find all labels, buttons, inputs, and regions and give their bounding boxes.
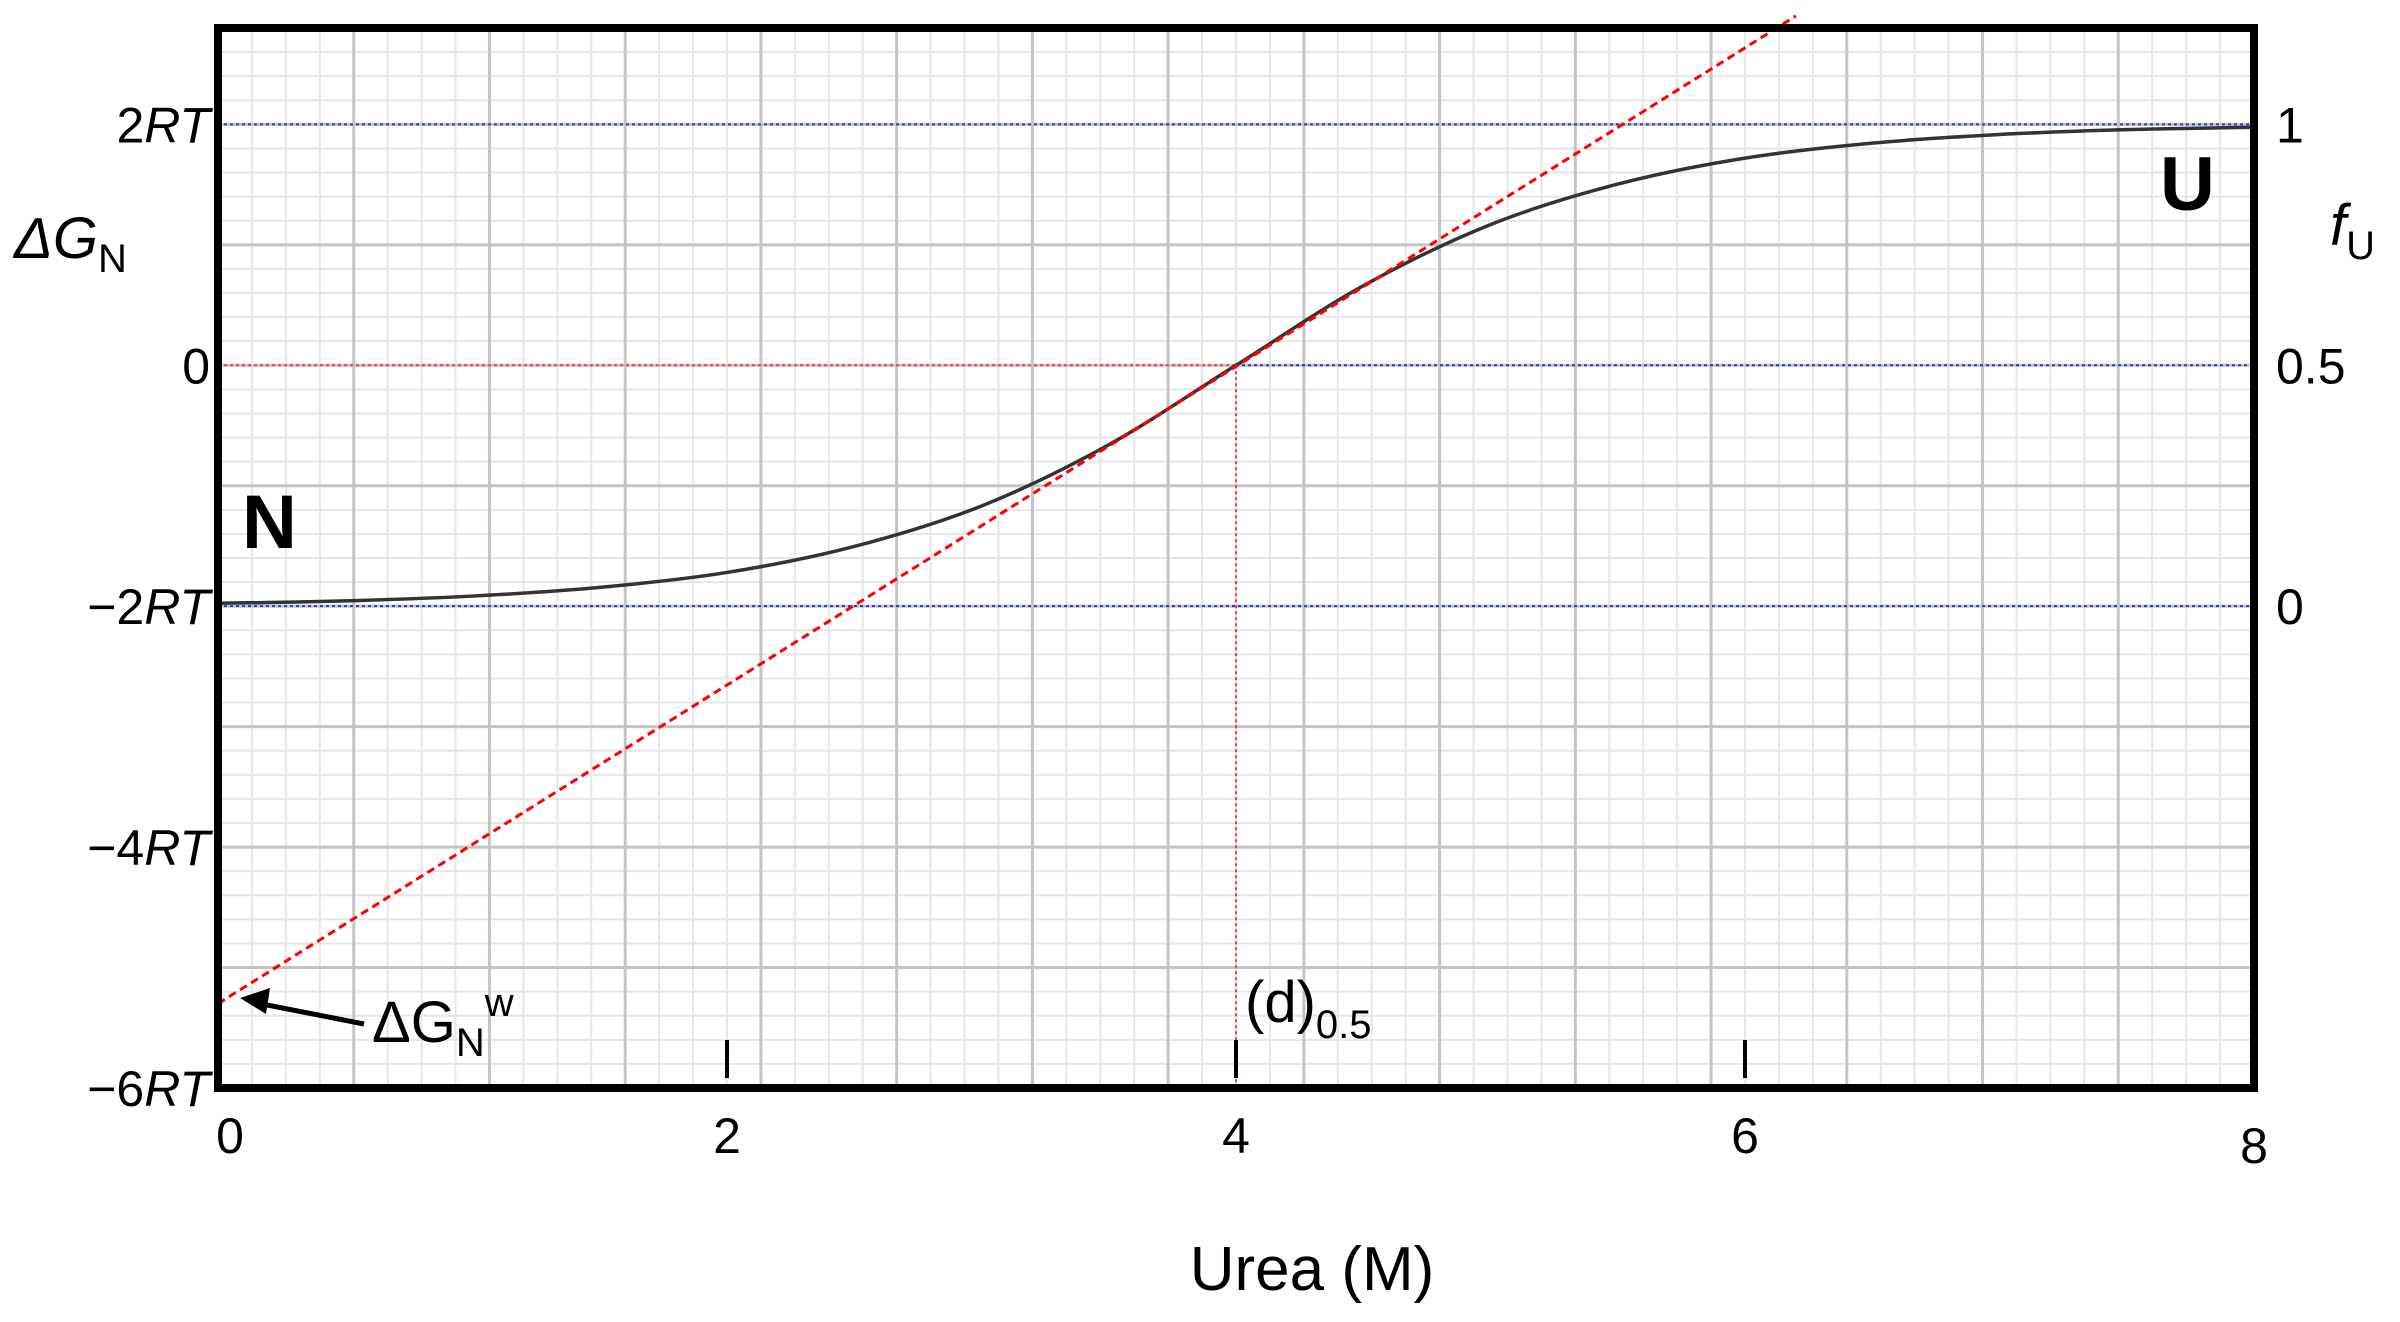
x-axis-label: Urea (M) [1190,1235,1435,1304]
right-tick-label: 1 [2276,97,2304,153]
intercept-arrow-shaft [251,999,365,1027]
intercept-label: ΔGNw [372,981,514,1065]
x-tick-layer: 0 2 4 6 8 [216,1040,2268,1174]
right-tick-layer: 10.50 [2276,97,2346,635]
right-tick-label: 0.5 [2276,338,2346,394]
series-layer [217,14,2255,1005]
x-tick-label: 2 [713,1108,741,1164]
right-tick-label: 0 [2276,579,2304,635]
intercept-label-sup: w [484,981,514,1025]
unfolded-state-label: U [2160,142,2215,227]
left-axis-label-sub: N [98,237,127,281]
x-tick-label: 4 [1222,1108,1250,1164]
intercept-label-sub: N [456,1021,485,1065]
x-tick-label: 0 [216,1108,244,1164]
reference-lines [218,123,2254,1088]
right-axis-label-sub: U [2346,224,2375,268]
left-tick-label: 2RT [116,97,213,153]
left-axis-label: ΔGN [12,206,127,281]
x-tick-label: 6 [1731,1108,1759,1164]
left-axis-label-main: ΔG [12,206,98,271]
linear-extrapolation-line [217,14,1797,1005]
left-tick-label: −2RT [87,579,213,635]
midpoint-label: (d)0.5 [1245,970,1372,1047]
right-axis-label: fU [2330,193,2375,268]
left-tick-layer: 2RT 0 −2RT −4RT −6RT [87,97,213,1117]
midpoint-label-sub: 0.5 [1316,1003,1372,1047]
left-tick-label: −4RT [87,820,213,876]
intercept-annotation: ΔGNw [240,981,514,1065]
midpoint-label-main: (d) [1245,970,1316,1035]
native-state-label: N [242,480,297,565]
intercept-arrow-head [240,988,270,1014]
left-tick-label: −6RT [87,1061,213,1117]
x-tick-label: 8 [2240,1118,2268,1174]
plot-frame [214,24,2258,1092]
left-tick-label: 0 [182,338,210,394]
intercept-label-main: ΔG [372,990,456,1055]
